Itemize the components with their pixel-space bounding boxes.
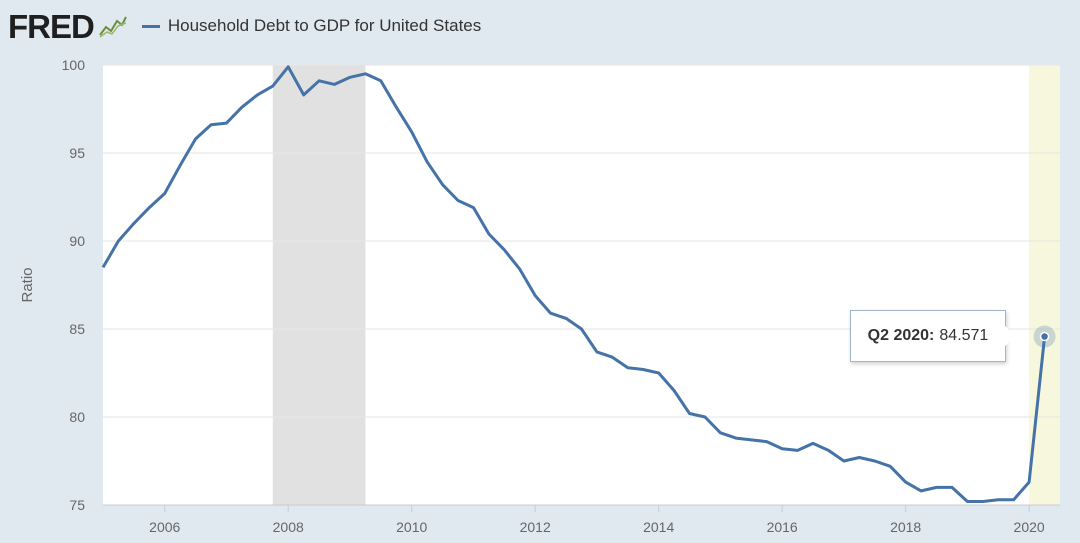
- x-tick-label: 2014: [643, 519, 674, 535]
- tooltip-value: 84.571: [939, 327, 989, 344]
- y-tick-label: 75: [69, 497, 85, 513]
- chart-header: FRED Household Debt to GDP for United St…: [8, 6, 481, 46]
- x-tick-label: 2020: [1014, 519, 1045, 535]
- x-tick-label: 2006: [149, 519, 180, 535]
- tooltip-arrow: [1005, 326, 1016, 346]
- y-tick-label: 85: [69, 321, 85, 337]
- fred-chart-logo-icon: [97, 13, 128, 39]
- legend-label: Household Debt to GDP for United States: [167, 16, 482, 35]
- x-tick-label: 2016: [767, 519, 798, 535]
- highlight-point: [1039, 331, 1050, 342]
- plot-area: [103, 65, 1060, 505]
- x-tick-label: 2008: [273, 519, 304, 535]
- recession-shading: [272, 65, 366, 505]
- x-tick-label: 2012: [520, 519, 551, 535]
- y-tick-label: 80: [69, 409, 85, 425]
- legend-swatch: [141, 24, 160, 28]
- series-line: [101, 65, 1047, 503]
- tooltip-date: Q2 2020:: [867, 327, 935, 344]
- y-axis-label: Ratio: [19, 267, 36, 302]
- x-tick-label: 2010: [396, 519, 427, 535]
- fred-logo[interactable]: FRED: [8, 7, 95, 45]
- y-tick-label: 95: [69, 145, 85, 161]
- x-tick-label: 2018: [890, 519, 921, 535]
- y-tick-label: 100: [62, 57, 86, 73]
- legend[interactable]: Household Debt to GDP for United States: [141, 16, 482, 36]
- y-tick-label: 90: [69, 233, 85, 249]
- tooltip: Q2 2020: 84.571: [850, 310, 1006, 362]
